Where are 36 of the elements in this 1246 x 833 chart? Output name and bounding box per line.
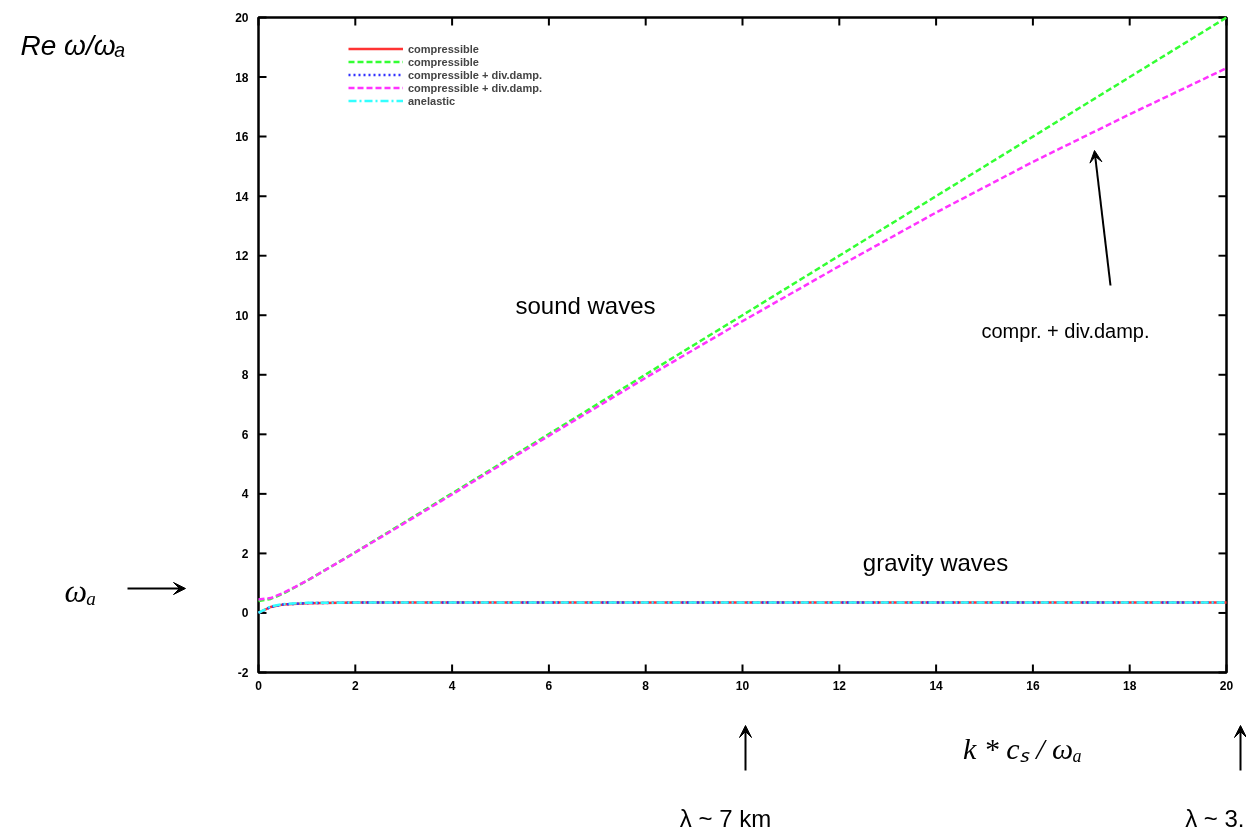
y-tick-label: -2: [237, 666, 249, 680]
y-tick-label: 16: [235, 130, 249, 145]
x-tick-label: 2: [351, 678, 359, 693]
text: λ ~ 7 km: [679, 805, 772, 832]
x-tick-label: 20: [1219, 678, 1234, 693]
y-tick-label: 4: [241, 487, 249, 502]
x-tick-label: 16: [1026, 678, 1040, 693]
y-tick-label: 20: [235, 11, 249, 25]
y-tick-label: 10: [235, 308, 249, 323]
legend-label: compressible: [408, 55, 479, 68]
y-tick-label: 18: [235, 70, 249, 85]
x-tick-label: 4: [448, 678, 456, 693]
x-tick-label: 14: [929, 678, 944, 693]
y-tick-label: 2: [241, 546, 249, 561]
x-tick-label: 18: [1123, 678, 1137, 693]
legend-label: compressible + div.damp.: [408, 68, 542, 81]
y-axis-title: Re ω/ωₐ: [20, 30, 126, 61]
legend-label: compressible + div.damp.: [408, 81, 542, 94]
y-tick-label: 12: [235, 249, 249, 264]
annotation: compr. + div.damp.: [981, 319, 1150, 342]
x-tick-label: 12: [832, 678, 847, 693]
y-tick-label: 0: [241, 606, 249, 621]
x-axis-title: k * cₛ / ωₐ: [963, 732, 1082, 765]
y-tick-label: 8: [241, 368, 249, 383]
text: ωₐ: [64, 572, 97, 609]
x-tick-label: 6: [545, 678, 553, 693]
legend-label: compressible: [408, 42, 479, 55]
x-tick-label: 10: [735, 678, 750, 693]
annotation: sound waves: [515, 292, 656, 319]
text: λ ~ 3.: [1185, 805, 1245, 832]
y-tick-label: 14: [235, 189, 249, 204]
x-tick-label: 0: [255, 678, 263, 693]
y-tick-label: 6: [241, 427, 249, 442]
legend-label: anelastic: [408, 94, 456, 107]
x-tick-label: 8: [642, 678, 650, 693]
annotation: gravity waves: [862, 549, 1009, 576]
